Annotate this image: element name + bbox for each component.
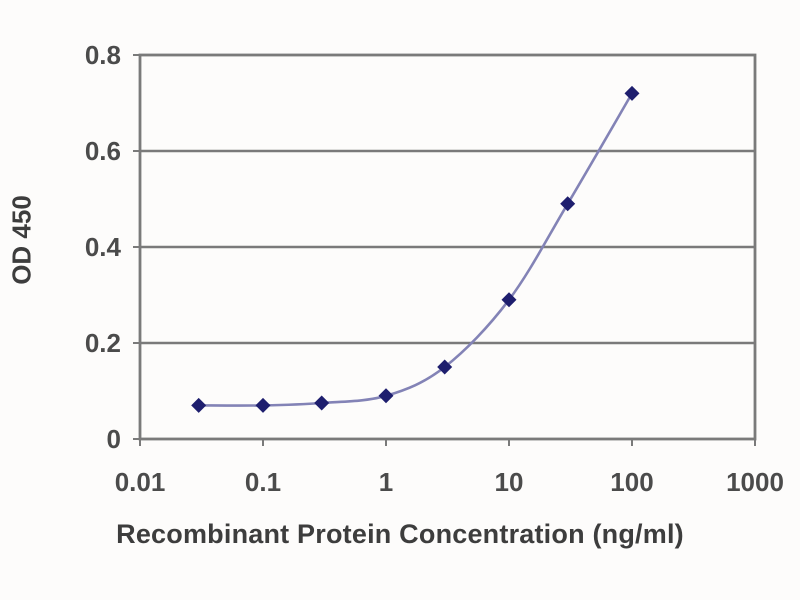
- data-point-marker: [624, 85, 640, 101]
- x-tick-label: 1: [379, 467, 393, 497]
- x-tick-label: 10: [495, 467, 524, 497]
- x-tick-label: 0.1: [245, 467, 281, 497]
- data-point-marker: [191, 397, 207, 413]
- y-tick-label: 0.8: [85, 40, 121, 70]
- y-tick-label: 0.2: [85, 328, 121, 358]
- data-point-marker: [437, 359, 453, 375]
- x-tick-label: 1000: [726, 467, 784, 497]
- y-tick-label: 0.6: [85, 136, 121, 166]
- data-point-marker: [255, 397, 271, 413]
- data-point-marker: [560, 196, 576, 212]
- x-tick-label: 100: [610, 467, 653, 497]
- data-point-marker: [314, 395, 330, 411]
- x-tick-label: 0.01: [115, 467, 166, 497]
- series-curve: [198, 92, 634, 407]
- y-tick-label: 0: [107, 424, 121, 454]
- data-point-marker: [378, 388, 394, 404]
- y-tick-label: 0.4: [85, 232, 122, 262]
- data-point-marker: [501, 292, 517, 308]
- y-axis-title: OD 450: [6, 195, 37, 285]
- x-axis-title: Recombinant Protein Concentration (ng/ml…: [116, 519, 684, 549]
